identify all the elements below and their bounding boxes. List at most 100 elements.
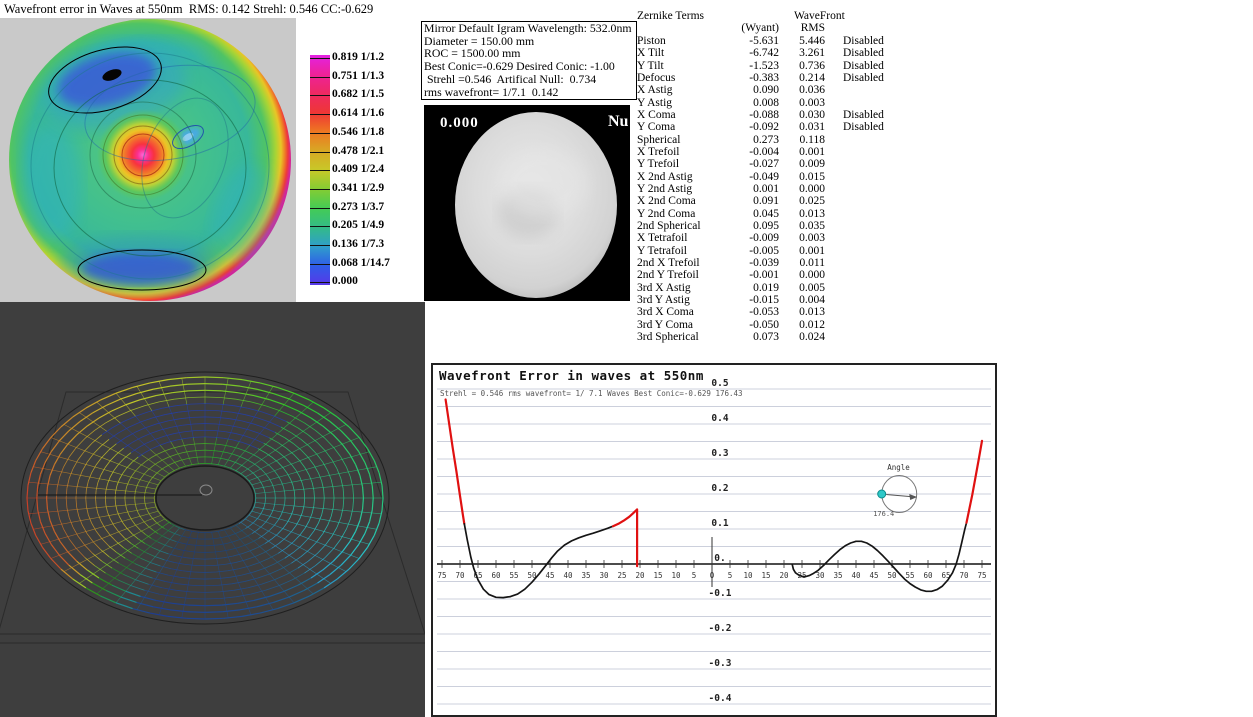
wavefront-map-panel[interactable]	[0, 18, 296, 302]
zernike-status: Disabled	[843, 121, 884, 134]
zernike-row-x-tilt[interactable]: X Tilt -6.742 3.261 Disabled	[637, 47, 897, 59]
zernike-cell: 5.446	[799, 35, 825, 47]
x-tick-label: 70	[455, 571, 465, 580]
zernike-header-rms: RMS	[800, 22, 825, 34]
zernike-status	[825, 146, 897, 158]
profile-plot-panel[interactable]: 75 70 65 60 55 50 45 40 35 30 25 20 15 10 5 0 5 10 15 20 25 3…	[431, 363, 997, 717]
zernike-row-2nd-x-trefoil[interactable]: 2nd X Trefoil -0.039 0.011	[637, 257, 897, 269]
x-tick-label: 70	[959, 571, 969, 580]
zernike-cell: X 2nd Astig	[637, 170, 693, 183]
profile-plot-canvas: 75 70 65 60 55 50 45 40 35 30 25 20 15 10 5 0 5 10 15 20 25 3…	[437, 378, 991, 705]
zernike-cell: X Trefoil	[637, 145, 680, 158]
colorbar-label: 0.614 1/1.6	[332, 107, 385, 120]
x-tick-label: 65	[941, 571, 950, 580]
x-tick-label: 65	[473, 571, 482, 580]
zernike-row-3rd-x-astig[interactable]: 3rd X Astig 0.019 0.005	[637, 282, 897, 294]
igram-disk-image	[424, 105, 630, 301]
zernike-cell: -0.092	[749, 121, 779, 134]
zernike-row-3rd-x-coma[interactable]: 3rd X Coma -0.053 0.013	[637, 306, 897, 318]
surface-3d-panel[interactable]	[0, 302, 425, 717]
zernike-cell: 0.000	[799, 182, 825, 195]
zernike-row-x-astig[interactable]: X Astig 0.090 0.036	[637, 84, 897, 96]
zernike-row-y-tilt[interactable]: Y Tilt -1.523 0.736 Disabled	[637, 60, 897, 72]
zernike-row-defocus[interactable]: Defocus -0.383 0.214 Disabled	[637, 72, 897, 84]
zernike-row-3rd-spherical[interactable]: 3rd Spherical 0.073 0.024	[637, 331, 897, 343]
angle-value: 176.4	[873, 510, 894, 518]
y-tick-label: -0.1	[709, 588, 732, 599]
zernike-cell: 0.005	[799, 281, 825, 294]
zernike-cell: -0.004	[749, 145, 779, 158]
zernike-cell: Y Tetrafoil	[637, 244, 687, 257]
zernike-cell: 0.273	[753, 133, 779, 146]
zernike-cell: 0.012	[799, 318, 825, 331]
zernike-cell: -1.523	[749, 59, 779, 72]
surface-3d-wireframe	[0, 302, 425, 717]
series-left-hole-edge-red	[611, 508, 639, 568]
colorbar-tick	[310, 245, 330, 246]
series-left-edge-red	[444, 398, 466, 525]
x-tick-label: 75	[977, 571, 986, 580]
x-tick-label: 75	[437, 571, 446, 580]
zernike-cell: -0.088	[749, 108, 779, 121]
zernike-cell: 0.031	[799, 121, 825, 134]
y-tick-label: -0.4	[709, 693, 732, 704]
zernike-row-y-2nd-coma[interactable]: Y 2nd Coma 0.045 0.013	[637, 208, 897, 220]
angle-arrowhead	[909, 494, 918, 500]
zernike-status	[825, 306, 897, 318]
colorbar-tick	[310, 76, 330, 78]
zernike-row-x-tetrafoil[interactable]: X Tetrafoil -0.009 0.003	[637, 232, 897, 244]
zernike-row-2nd-spherical[interactable]: 2nd Spherical 0.095 0.035	[637, 220, 897, 232]
zernike-cell: X Astig	[637, 84, 673, 97]
colorbar-tick	[310, 95, 330, 97]
zernike-cell: 0.035	[799, 219, 825, 232]
x-tick-label: 40	[563, 571, 573, 580]
zernike-row-3rd-y-coma[interactable]: 3rd Y Coma -0.050 0.012	[637, 319, 897, 331]
zernike-status: Disabled	[843, 108, 884, 121]
zernike-row-y-tetrafoil[interactable]: Y Tetrafoil -0.005 0.001	[637, 245, 897, 257]
zernike-cell: X Tilt	[637, 47, 665, 60]
zernike-status	[825, 319, 897, 331]
colorbar-label: 0.682 1/1.5	[332, 88, 385, 101]
zernike-row-piston[interactable]: Piston -5.631 5.446 Disabled	[637, 35, 897, 47]
zernike-row-y-trefoil[interactable]: Y Trefoil -0.027 0.009	[637, 158, 897, 170]
zernike-row-y-2nd-astig[interactable]: Y 2nd Astig 0.001 0.000	[637, 183, 897, 195]
colorbar-label: 0.546 1/1.8	[332, 125, 385, 138]
zernike-cell: Y 2nd Coma	[637, 207, 696, 220]
zernike-cell: X 2nd Coma	[637, 195, 696, 208]
x-tick-label: 15	[653, 571, 662, 580]
zernike-row-x-trefoil[interactable]: X Trefoil -0.004 0.001	[637, 146, 897, 158]
x-tick-label: 60	[491, 571, 501, 580]
zernike-cell: 0.000	[799, 269, 825, 282]
series-right-profile-black	[791, 521, 968, 593]
igram-panel[interactable]: 0.000 Nu	[424, 105, 630, 301]
zernike-row-2nd-y-trefoil[interactable]: 2nd Y Trefoil -0.001 0.000	[637, 269, 897, 281]
zernike-row-x-2nd-coma[interactable]: X 2nd Coma 0.091 0.025	[637, 195, 897, 207]
profile-plot-title: Wavefront Error in waves at 550nm	[439, 368, 704, 383]
x-tick-label: 35	[581, 571, 590, 580]
zernike-cell: 3rd X Astig	[637, 281, 691, 294]
zernike-row-3rd-y-astig[interactable]: 3rd Y Astig -0.015 0.004	[637, 294, 897, 306]
colorbar-tick	[310, 114, 330, 116]
colorbar-label: 0.273 1/3.7	[332, 200, 385, 213]
zernike-cell: Y 2nd Astig	[637, 182, 693, 195]
zernike-row-y-astig[interactable]: Y Astig 0.008 0.003	[637, 97, 897, 109]
x-tick-label: 10	[671, 571, 681, 580]
y-tick-label: 0.3	[711, 448, 728, 459]
zernike-row-y-coma[interactable]: Y Coma -0.092 0.031 Disabled	[637, 121, 897, 133]
colorbar-label: 0.000	[332, 275, 358, 288]
zernike-cell: 0.004	[799, 293, 825, 306]
angle-dial-dot[interactable]	[877, 489, 887, 499]
zernike-row-spherical[interactable]: Spherical 0.273 0.118	[637, 134, 897, 146]
wavefront-map	[0, 18, 296, 302]
zernike-header-wyant: (Wyant)	[741, 22, 779, 34]
zernike-cell: 0.011	[799, 256, 825, 269]
info-line: ROC = 1500.00 mm	[424, 46, 521, 61]
zernike-cell: 0.091	[753, 195, 779, 208]
zernike-cell: -0.050	[749, 318, 779, 331]
zernike-row-x-2nd-astig[interactable]: X 2nd Astig -0.049 0.015	[637, 171, 897, 183]
colorbar-label: 0.751 1/1.3	[332, 69, 385, 82]
zernike-row-x-coma[interactable]: X Coma -0.088 0.030 Disabled	[637, 109, 897, 121]
zernike-cell: -5.631	[749, 35, 779, 47]
zernike-status	[825, 208, 897, 220]
